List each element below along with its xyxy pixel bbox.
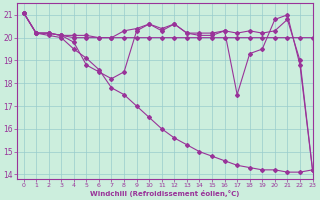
X-axis label: Windchill (Refroidissement éolien,°C): Windchill (Refroidissement éolien,°C) <box>90 190 240 197</box>
